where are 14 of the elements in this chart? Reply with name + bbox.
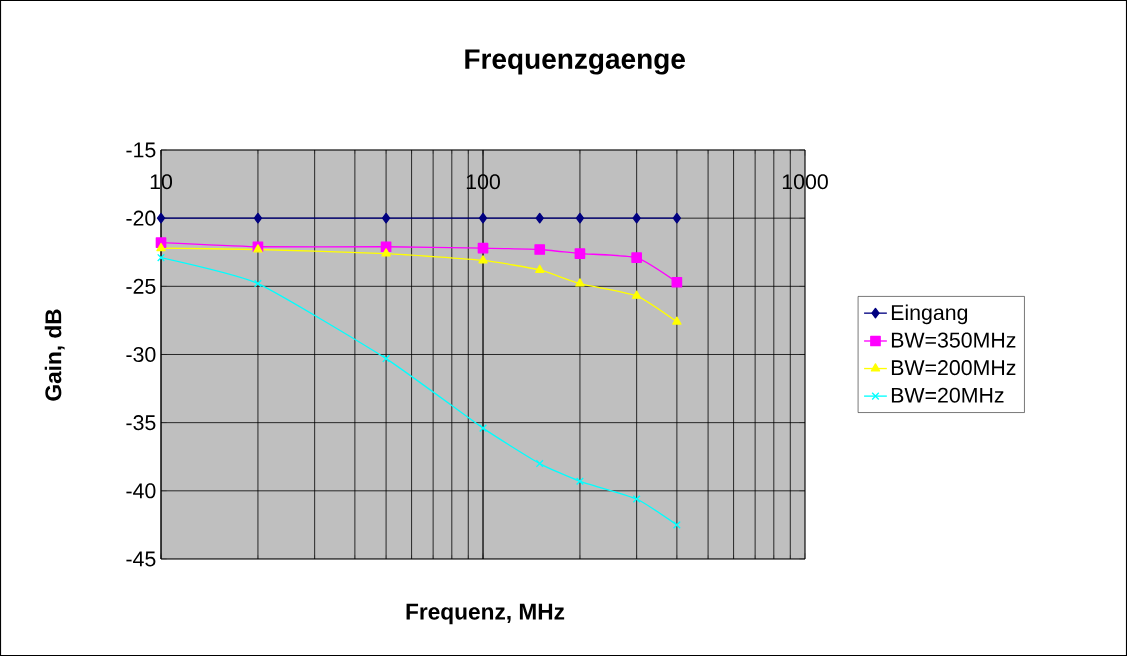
y-tick-label: -30 <box>126 346 156 363</box>
y-tick-label: -25 <box>126 278 156 294</box>
y-tick-label: -35 <box>126 415 156 431</box>
legend-label: Eingang <box>891 304 968 325</box>
x-axis-title: Frequenz, MHz <box>406 603 565 625</box>
y-tick-label: -40 <box>126 483 156 499</box>
y-tick-label: -45 <box>126 551 156 567</box>
y-axis-title: Gain, dB <box>44 309 65 401</box>
y-tick-label: -15 <box>126 142 156 158</box>
y-tick-label: -20 <box>126 210 156 226</box>
chart-title: Frequenzgaenge <box>465 49 685 75</box>
legend-label: BW=350MHz <box>891 332 1016 348</box>
legend-label: BW=20MHz <box>891 387 1004 403</box>
legend-label: BW=200MHz <box>891 360 1016 376</box>
